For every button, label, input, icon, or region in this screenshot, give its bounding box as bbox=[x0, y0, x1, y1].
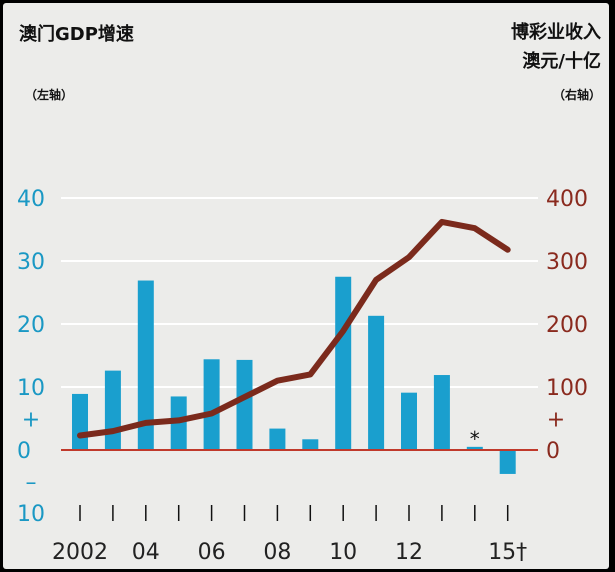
left-tick-label: 10 bbox=[17, 376, 45, 401]
gaming-revenue-line bbox=[77, 218, 511, 439]
title-right-line1: 博彩业收入 bbox=[511, 21, 601, 43]
left-tick-label: 40 bbox=[17, 187, 45, 212]
left-tick-label: 30 bbox=[17, 250, 45, 275]
left-tick-label: 10 bbox=[17, 502, 45, 527]
gdp-bar bbox=[269, 428, 286, 450]
gdp-bar bbox=[433, 375, 450, 450]
left-axis: 40 30 20 10 0 10 + – bbox=[17, 187, 45, 527]
title-right-line2: 澳元/十亿 bbox=[522, 50, 601, 72]
gdp-bar bbox=[302, 439, 319, 450]
gdp-bar bbox=[104, 370, 121, 450]
x-tick-label: 2002 bbox=[52, 540, 108, 565]
gdp-bar bbox=[137, 280, 154, 450]
chart-frame: 澳门GDP增速 博彩业收入 澳元/十亿 （左轴） （右轴） 40 30 20 10 0 1… bbox=[3, 3, 609, 569]
gdp-bar bbox=[236, 359, 253, 450]
left-minus-sign: – bbox=[26, 471, 37, 496]
right-tick-label: 300 bbox=[546, 250, 588, 275]
right-tick-label: 100 bbox=[546, 376, 588, 401]
gdp-bar bbox=[401, 392, 417, 450]
x-axis-ticks bbox=[79, 505, 509, 521]
x-tick-label: 06 bbox=[198, 540, 226, 565]
x-tick-label: 08 bbox=[263, 540, 291, 565]
gdp-bars bbox=[72, 276, 516, 474]
macau-gdp-gaming-chart: 澳门GDP增速 博彩业收入 澳元/十亿 （左轴） （右轴） 4030201001… bbox=[17, 21, 601, 565]
gdp-bar bbox=[368, 315, 385, 450]
x-tick-label: 04 bbox=[132, 540, 160, 565]
x-tick-label: 15† bbox=[488, 540, 527, 565]
gdp-bar bbox=[72, 393, 88, 450]
left-tick-label: 20 bbox=[17, 313, 45, 338]
right-axis: 400 300 200 100 0 + bbox=[546, 187, 588, 464]
gdp-bar bbox=[203, 359, 220, 450]
left-plus-sign: + bbox=[22, 408, 40, 433]
left-tick-label: 0 bbox=[17, 439, 31, 464]
annotations: * bbox=[470, 427, 480, 451]
gdp-bar bbox=[335, 276, 352, 450]
right-plus-sign: + bbox=[547, 408, 565, 433]
subtitle-right: （右轴） bbox=[553, 87, 601, 102]
x-tick-label: 12 bbox=[395, 540, 423, 565]
right-tick-label: 0 bbox=[546, 439, 560, 464]
x-tick-label: 10 bbox=[329, 540, 357, 565]
gdp-bar bbox=[499, 450, 516, 474]
x-axis: 2002 04 06 08 10 12 15† bbox=[52, 540, 527, 565]
gdp-bar bbox=[466, 446, 483, 450]
right-tick-label: 200 bbox=[546, 313, 588, 338]
title-left: 澳门GDP增速 bbox=[19, 23, 134, 45]
subtitle-left: （左轴） bbox=[25, 87, 73, 102]
gdp-annotation-asterisk: * bbox=[470, 427, 480, 451]
right-tick-label: 400 bbox=[546, 187, 588, 212]
